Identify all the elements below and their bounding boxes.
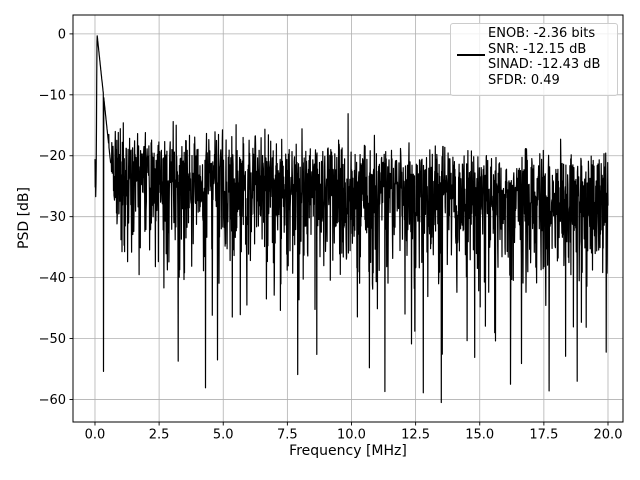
- legend-line-sample: [457, 54, 485, 56]
- legend-label-block: ENOB: -2.36 bits SNR: -12.15 dB SINAD: -…: [488, 26, 600, 88]
- x-tick-label: 10.0: [337, 428, 366, 443]
- legend-enob-value: ENOB: -2.36 bits: [488, 26, 596, 41]
- x-tick-label: 7.5: [277, 428, 298, 443]
- x-tick-label: 12.5: [401, 428, 430, 443]
- y-tick-label: −10: [39, 88, 66, 103]
- legend: ENOB: -2.36 bits SNR: -12.15 dB SINAD: -…: [450, 23, 618, 96]
- x-tick-label: 5.0: [213, 428, 234, 443]
- y-tick-label: −40: [39, 271, 66, 286]
- legend-sinad-value: SINAD: -12.43 dB: [488, 57, 601, 72]
- legend-snr-value: SNR: -12.15 dB: [488, 41, 587, 57]
- x-tick-label: 20.0: [594, 428, 623, 443]
- y-tick-label: −30: [39, 210, 66, 225]
- y-tick-label: −60: [39, 393, 66, 408]
- x-tick-label: 2.5: [149, 428, 170, 443]
- y-tick-label: −50: [39, 332, 66, 347]
- psd-trace: [94, 35, 609, 404]
- x-tick-label: 0.0: [85, 428, 106, 443]
- x-tick-label: 17.5: [529, 428, 558, 443]
- y-tick-label: −20: [39, 149, 66, 164]
- y-tick-label: 0: [58, 27, 66, 42]
- legend-sfdr-value: SFDR: 0.49: [488, 72, 560, 88]
- axes-frame: [72, 14, 624, 423]
- y-axis-label: PSD [dB]: [16, 187, 32, 249]
- x-axis-label: Frequency [MHz]: [289, 443, 407, 459]
- x-tick-label: 15.0: [465, 428, 494, 443]
